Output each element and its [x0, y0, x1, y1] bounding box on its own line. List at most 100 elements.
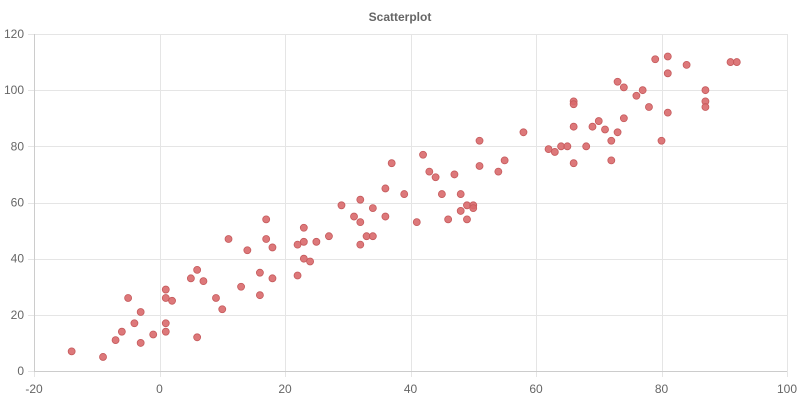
data-point [437, 190, 446, 198]
data-point [381, 212, 390, 221]
x-tick-label: 80 [655, 382, 669, 396]
data-point [212, 294, 220, 302]
data-point [299, 223, 308, 232]
data-point [356, 218, 365, 227]
data-point [450, 170, 459, 179]
data-point [519, 128, 528, 137]
data-point [293, 240, 302, 249]
x-tick-label: -20 [25, 382, 43, 396]
data-point [638, 86, 647, 95]
y-tick-label: 40 [11, 252, 25, 266]
data-point [601, 125, 609, 134]
data-point [99, 353, 107, 361]
y-axis-tick-labels: 0 20 40 60 80 100 120 [4, 27, 24, 378]
data-point [431, 173, 440, 182]
data-point [325, 232, 333, 241]
x-tick-label: 0 [156, 382, 163, 396]
y-tick-label: 100 [4, 83, 24, 97]
x-tick-label: 40 [404, 382, 418, 396]
data-point [356, 240, 365, 249]
data-point [255, 291, 264, 300]
data-point [193, 333, 202, 342]
y-tick-label: 20 [11, 308, 25, 322]
data-point [619, 83, 628, 92]
data-point [425, 167, 434, 176]
data-point [550, 148, 559, 156]
data-point [582, 142, 591, 151]
data-point [356, 195, 365, 204]
data-point [607, 156, 616, 165]
data-point [569, 159, 578, 168]
data-point [463, 215, 471, 224]
data-point [400, 190, 409, 198]
data-point [262, 215, 271, 224]
y-tick-label: 120 [4, 27, 24, 41]
data-point [651, 55, 660, 64]
data-point [161, 319, 170, 328]
data-point [594, 117, 603, 125]
data-point [117, 327, 126, 336]
data-point [124, 294, 133, 302]
data-point [701, 103, 710, 111]
data-point [469, 204, 478, 213]
data-point [682, 60, 691, 69]
data-point [588, 122, 597, 131]
data-point [619, 114, 628, 123]
grid [28, 34, 788, 377]
axes [34, 34, 787, 372]
data-point [312, 237, 321, 246]
data-point [186, 274, 195, 283]
data-point [663, 108, 672, 117]
data-point [412, 218, 421, 227]
data-point [243, 246, 252, 255]
data-point [350, 212, 358, 221]
data-point [381, 184, 390, 193]
data-point [419, 150, 427, 159]
data-point [544, 145, 553, 154]
data-point [161, 294, 170, 302]
data-point [337, 201, 346, 210]
data-point [368, 204, 377, 213]
data-point [494, 167, 503, 176]
data-point [569, 100, 578, 109]
data-point [255, 268, 264, 277]
data-point [168, 296, 176, 305]
data-point [563, 142, 572, 151]
data-point [657, 136, 666, 145]
data-point [500, 156, 509, 165]
data-point [237, 282, 245, 291]
x-tick-label: 100 [777, 382, 797, 396]
data-point [161, 285, 170, 294]
x-axis-tick-labels: -20 0 20 40 60 80 100 [25, 382, 797, 396]
data-point [632, 91, 641, 100]
data-point [149, 330, 158, 339]
x-tick-label: 60 [529, 382, 543, 396]
data-point [456, 207, 465, 215]
data-point [613, 77, 622, 86]
data-point [130, 319, 139, 328]
data-point [368, 232, 377, 241]
data-point [475, 136, 484, 145]
data-point [136, 339, 145, 347]
data-point [193, 265, 202, 274]
data-point [613, 128, 622, 137]
data-point [268, 274, 277, 283]
y-tick-label: 60 [11, 196, 25, 210]
data-point [224, 235, 233, 243]
data-point [299, 237, 308, 246]
x-tick-label: 20 [278, 382, 292, 396]
y-tick-label: 80 [11, 139, 25, 153]
data-point [701, 86, 710, 95]
data-point [67, 347, 76, 356]
data-point [268, 243, 277, 252]
data-point [475, 162, 484, 170]
chart-title: Scatterplot [369, 10, 432, 24]
data-point [607, 136, 616, 145]
data-point [387, 159, 396, 168]
data-point [306, 257, 315, 266]
data-point [199, 277, 208, 286]
data-point [663, 52, 672, 61]
data-point [111, 336, 120, 345]
data-point [663, 69, 672, 78]
